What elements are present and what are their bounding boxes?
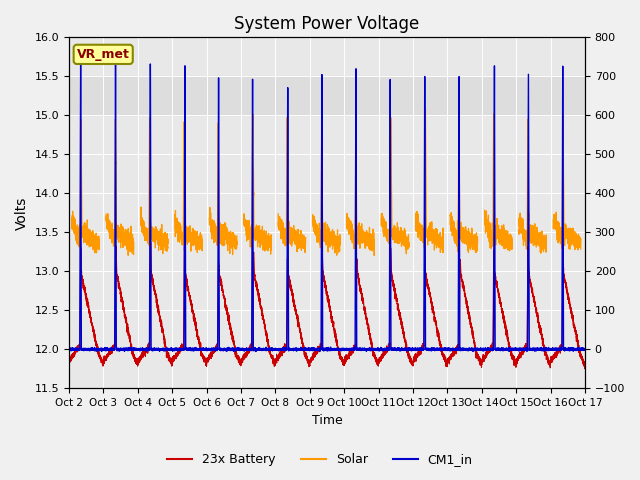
Legend: 23x Battery, Solar, CM1_in: 23x Battery, Solar, CM1_in bbox=[163, 448, 477, 471]
Bar bbox=[69, 76, 585, 115]
Title: System Power Voltage: System Power Voltage bbox=[234, 15, 420, 33]
Y-axis label: Volts: Volts bbox=[15, 196, 29, 229]
Text: VR_met: VR_met bbox=[77, 48, 130, 61]
X-axis label: Time: Time bbox=[312, 414, 342, 427]
